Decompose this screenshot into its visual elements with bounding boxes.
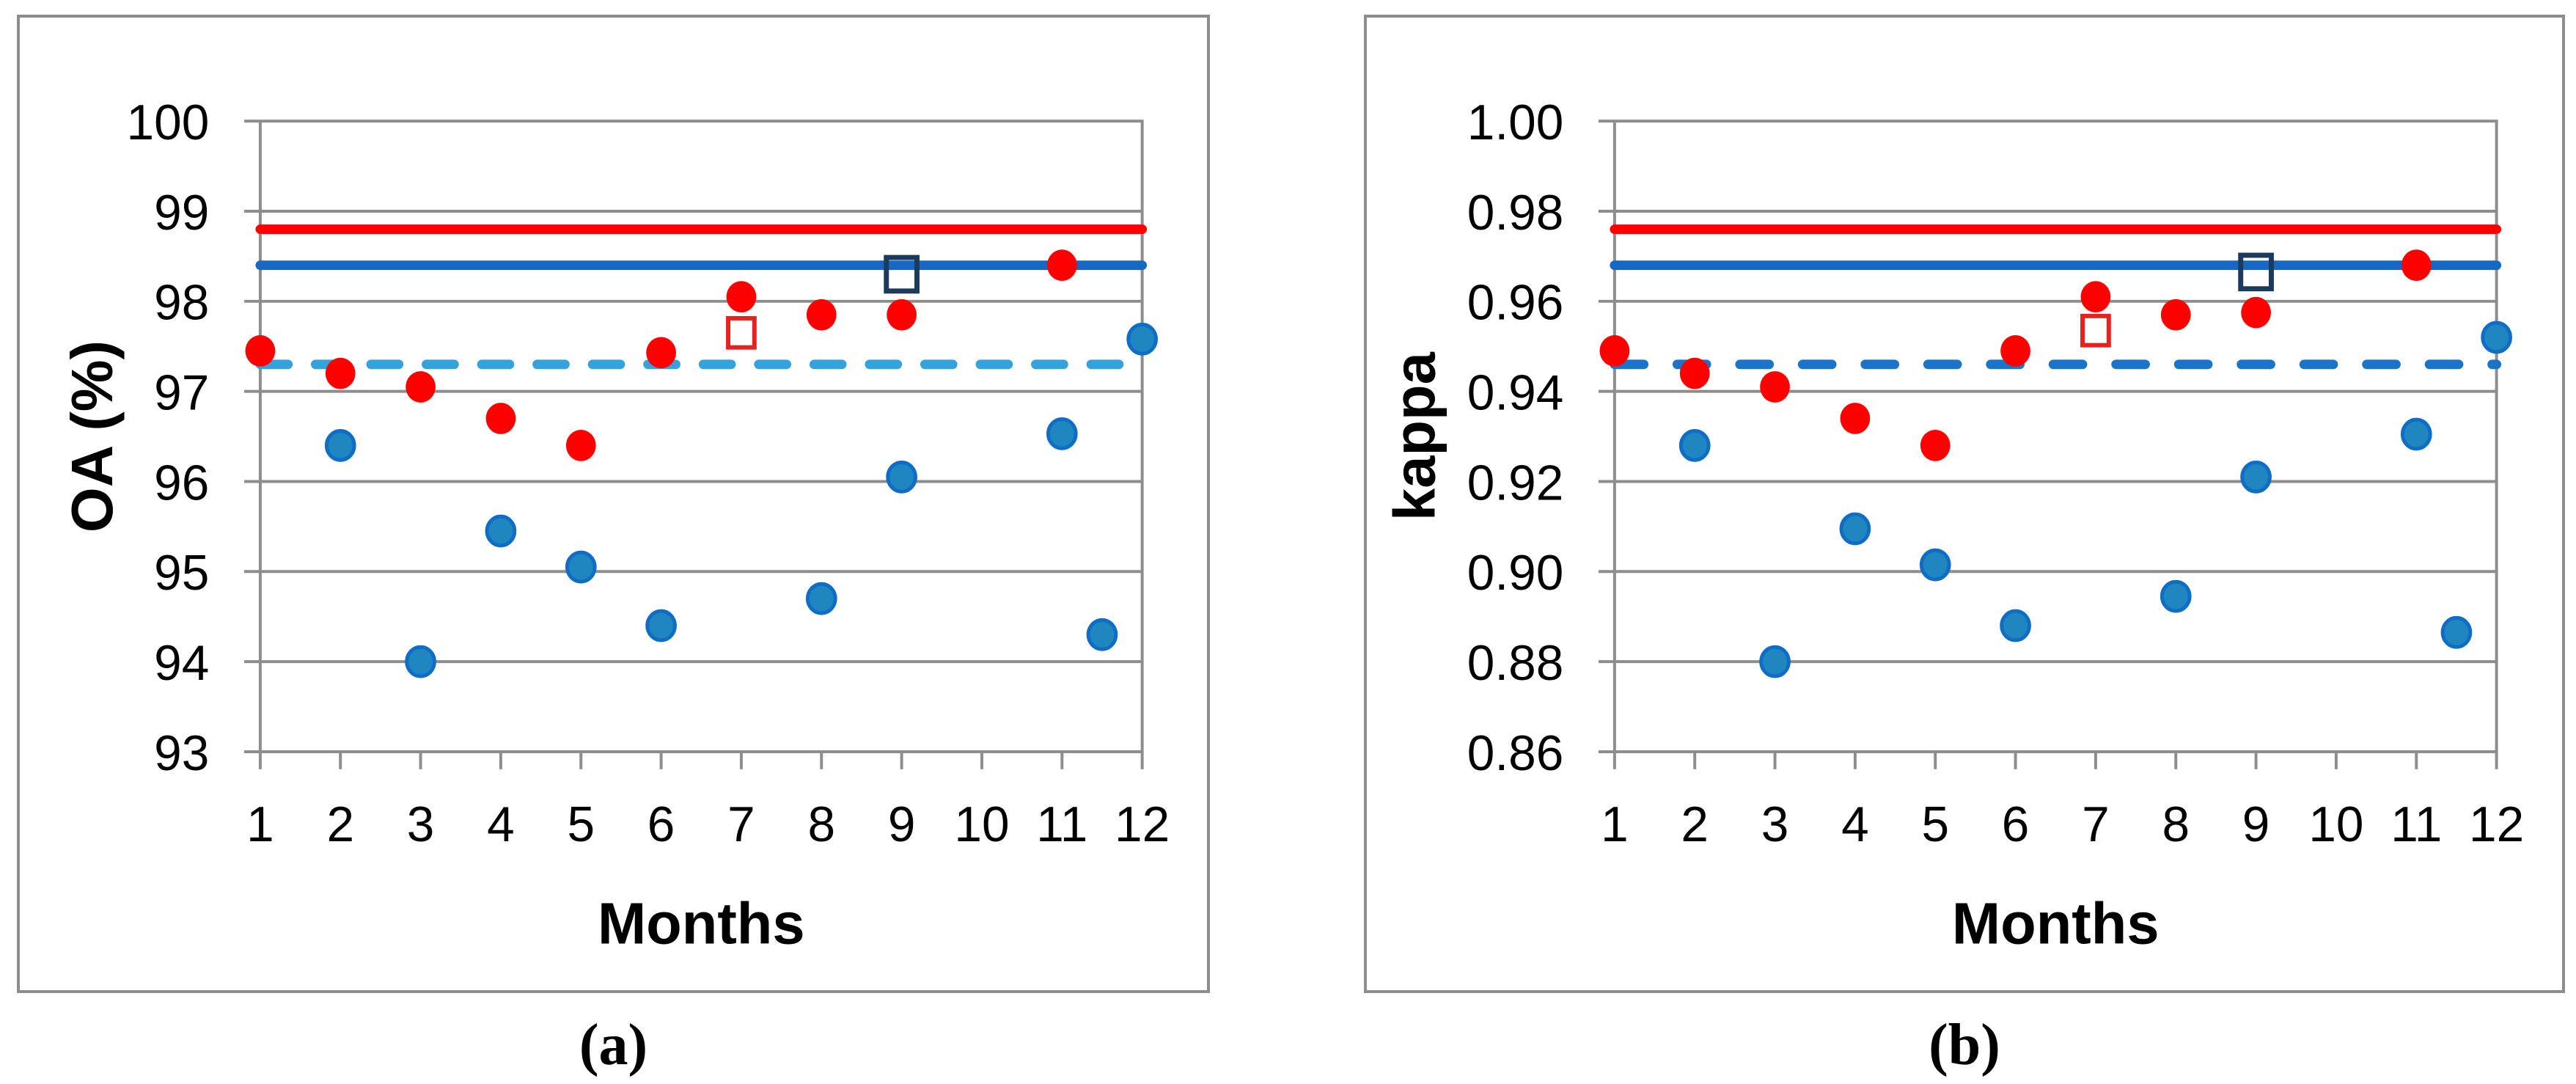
blue-dot-marker [2240,460,2272,494]
blue-dot-marker [485,514,517,548]
x-tick-label: 4 [1841,797,1869,852]
red-dot-marker [1920,429,1951,461]
red-dot-marker [2241,296,2271,329]
red-open-square-marker [726,315,757,350]
blue-dot-marker [324,428,356,462]
x-axis-title: Months [598,890,805,956]
x-tick-label: 1 [246,797,274,852]
red-dot-marker [245,334,276,367]
blue-dot-marker [2481,321,2512,354]
x-tick-label: 2 [326,797,354,852]
navy-open-square-marker [2238,252,2274,292]
x-tick-label: 6 [2002,797,2030,852]
blue-dot-marker [1046,417,1078,450]
y-tick-label: 0.96 [1467,276,1564,331]
y-tick-label: 93 [154,726,209,781]
x-axis-title: Months [1952,890,2159,956]
x-tick-label: 9 [2242,797,2270,852]
plot-area-border [258,120,1144,753]
chart-panel-b: 0.86 0.88 0.90 0.92 0.94 0.96 0.98 1.00 1 2 3 4 5 6 7 8… [1364,15,2565,993]
red-dot-marker [565,429,596,461]
blue-dot-marker [2440,615,2473,649]
blue-dot-marker [645,609,677,642]
y-tick-label: 0.92 [1467,455,1564,510]
chart-panel-a: 93 94 95 96 97 98 99 100 1 2 3 4 5 6 7 8 9 10 11 12 Months OA… [17,15,1210,993]
red-dot-marker [406,371,436,403]
navy-open-square-marker [884,254,920,294]
x-tick-label: 6 [647,797,675,852]
x-tick-label: 3 [407,797,435,852]
caption-a: (a) [579,1013,648,1077]
y-tick-label: 98 [154,276,209,331]
blue-dot-marker [1759,645,1791,678]
x-tick-label: 7 [2082,797,2110,852]
x-tick-label: 10 [2308,797,2363,852]
x-tick-label: 11 [2390,797,2442,852]
blue-dot-marker [405,645,436,678]
x-tick-label: 4 [487,797,515,852]
x-tick-label: 5 [1921,797,1949,852]
x-tick-label: 10 [954,797,1009,852]
y-tick-label: 100 [127,95,210,150]
red-dot-marker [1840,403,1871,434]
red-dot-marker [1679,357,1710,389]
x-tick-label: 1 [1601,797,1629,852]
x-tick-label: 8 [2162,797,2190,852]
caption-b: (b) [1929,1013,2000,1077]
y-tick-label: 1.00 [1467,95,1564,150]
blue-dot-marker [1839,512,1871,546]
red-dot-marker [485,403,516,434]
red-dot-marker [806,299,837,331]
red-dot-marker [646,337,676,369]
x-tick-label: 9 [888,797,916,852]
y-axis-title: OA (%) [59,340,125,532]
blue-dot-marker [805,582,837,615]
blue-dot-marker [2159,579,2192,613]
red-dot-marker [2000,334,2030,367]
red-dot-marker [2080,281,2111,313]
red-dot-marker [887,299,917,331]
y-tick-label: 97 [154,365,209,420]
red-dot-marker [1046,249,1077,282]
blue-dot-marker [1919,548,1951,582]
red-dot-marker [1760,371,1790,403]
y-tick-label: 95 [154,546,209,601]
blue-dot-marker [565,550,597,584]
red-dot-marker [2401,249,2432,282]
red-dot-marker [1599,334,1630,367]
x-tick-label: 2 [1681,797,1709,852]
blue-dot-marker [886,460,917,494]
x-tick-label: 7 [727,797,755,852]
blue-dot-marker [1086,618,1118,651]
blue-dot-marker [2400,417,2432,451]
y-tick-label: 0.90 [1467,546,1564,601]
y-tick-label: 99 [154,186,209,241]
x-tick-label: 12 [2469,797,2524,852]
blue-dot-marker [2000,609,2031,642]
x-tick-label: 8 [807,797,835,852]
y-tick-label: 0.98 [1467,186,1564,241]
red-dot-marker [2160,299,2191,331]
y-tick-label: 0.94 [1467,365,1564,420]
red-dot-marker [325,357,356,389]
x-tick-label: 11 [1036,797,1087,852]
red-open-square-marker [2080,313,2111,348]
x-tick-label: 3 [1761,797,1789,852]
red-dot-marker [726,281,757,313]
blue-dot-marker [1678,428,1711,462]
blue-dot-marker [1126,323,1159,356]
y-tick-label: 0.88 [1467,636,1564,691]
y-tick-label: 94 [154,636,209,691]
kappa-chart-svg: 0.860.880.900.920.940.960.981.001 2 3 4 5 6 7 8… [1381,95,2524,956]
x-tick-label: 5 [567,797,595,852]
y-tick-label: 96 [154,455,209,510]
plot-area-border [1612,120,2498,753]
y-tick-label: 0.86 [1467,726,1564,781]
y-axis-title: kappa [1381,351,1447,521]
x-tick-label: 12 [1115,797,1170,852]
